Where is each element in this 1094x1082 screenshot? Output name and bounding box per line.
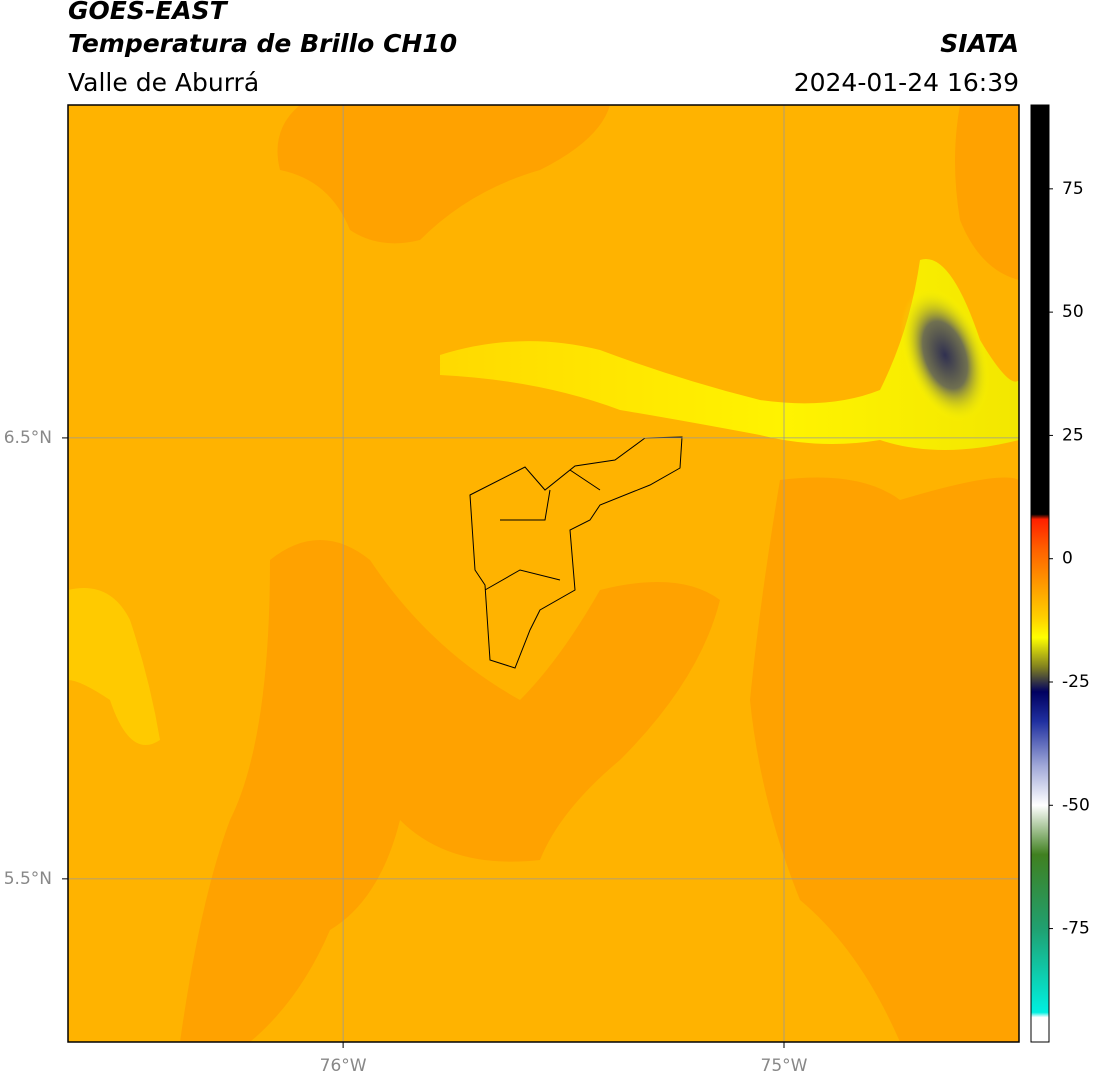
colorbar-tick-label: -50 <box>1062 795 1090 815</box>
colorbar-tick-label: 75 <box>1062 179 1084 199</box>
source: SIATA <box>940 29 1019 58</box>
region: Valle de Aburrá <box>68 68 259 97</box>
y-tick-label: 6.5°N <box>4 428 52 448</box>
satellite-image <box>68 105 1019 1042</box>
subtitle: Temperatura de Brillo CH10 <box>68 29 457 58</box>
title: GOES-EAST <box>68 0 229 25</box>
colorbar-tick-label: 25 <box>1062 425 1084 445</box>
colorbar-tick-label: 0 <box>1062 549 1073 569</box>
colorbar <box>1030 104 1050 1043</box>
x-tick-label: 75°W <box>761 1056 808 1076</box>
colorbar-tick-label: -75 <box>1062 919 1090 939</box>
colorbar-tick-label: 50 <box>1062 302 1084 322</box>
map-frame <box>67 104 1020 1043</box>
datetime: 2024-01-24 16:39 <box>794 68 1019 97</box>
colorbar-tick-label: -25 <box>1062 672 1090 692</box>
y-tick-label: 5.5°N <box>4 869 52 889</box>
x-tick-label: 76°W <box>320 1056 367 1076</box>
